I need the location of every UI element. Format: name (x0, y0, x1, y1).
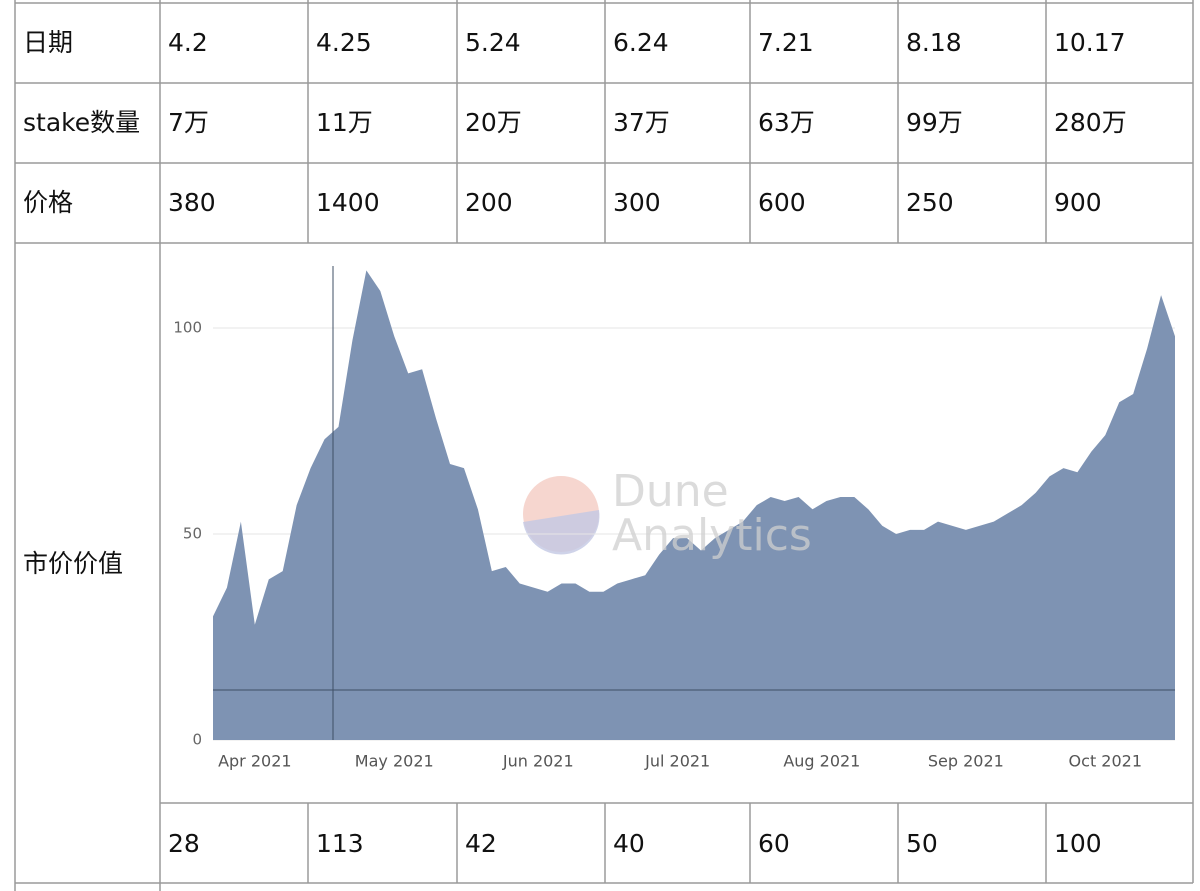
cell-text: 113 (316, 829, 364, 858)
row-header: 价格 (23, 188, 73, 217)
area (213, 270, 1175, 740)
cell-text: 20万 (465, 108, 522, 137)
cell-text: 50 (906, 829, 938, 858)
cell-text: 11万 (316, 108, 373, 137)
row-header: stake数量 (23, 108, 140, 137)
cell-text: 900 (1054, 188, 1102, 217)
x-tick-label: Sep 2021 (928, 752, 1004, 771)
cell-text: 4.2 (168, 28, 208, 57)
cell-text: 10.17 (1054, 28, 1126, 57)
cell-text: 40 (613, 829, 645, 858)
cell-text: 6.24 (613, 28, 669, 57)
cell-text: 7.21 (758, 28, 814, 57)
x-tick-label: Jul 2021 (644, 752, 710, 771)
watermark-text: Dune (612, 466, 729, 517)
cell-text: 1400 (316, 188, 380, 217)
x-tick-label: Oct 2021 (1069, 752, 1142, 771)
cell-text: 63万 (758, 108, 815, 137)
cell-text: 5.24 (465, 28, 521, 57)
cell-text: 600 (758, 188, 806, 217)
chart: 0 50 100 Apr 2021 May 2021 Jun 2021 Jul 2021 Au… (173, 270, 1175, 771)
cell-text: 250 (906, 188, 954, 217)
cell-text: 300 (613, 188, 661, 217)
cell-text: 99万 (906, 108, 963, 137)
x-tick-label: May 2021 (355, 752, 434, 771)
cell-text: 380 (168, 188, 216, 217)
watermark-logo-part (523, 510, 600, 555)
watermark-text: Analytics (612, 510, 812, 561)
cell-text: 37万 (613, 108, 670, 137)
x-tick-label: Jun 2021 (502, 752, 574, 771)
cell-text: 280万 (1054, 108, 1127, 137)
y-tick-label: 0 (192, 731, 202, 749)
cell-text: 4.25 (316, 28, 372, 57)
row-header: 日期 (23, 28, 73, 57)
cell-text: 8.18 (906, 28, 962, 57)
cell-text: 60 (758, 829, 790, 858)
y-tick-label: 50 (183, 525, 202, 543)
row-header: 市价价值 (23, 549, 123, 578)
table-borders (14, 0, 1194, 891)
cell-text: 200 (465, 188, 513, 217)
x-tick-label: Aug 2021 (783, 752, 860, 771)
cell-text: 28 (168, 829, 200, 858)
cell-text: 42 (465, 829, 497, 858)
y-tick-label: 100 (173, 319, 202, 337)
x-tick-label: Apr 2021 (218, 752, 291, 771)
cell-text: 100 (1054, 829, 1102, 858)
cell-text: 7万 (168, 108, 209, 137)
